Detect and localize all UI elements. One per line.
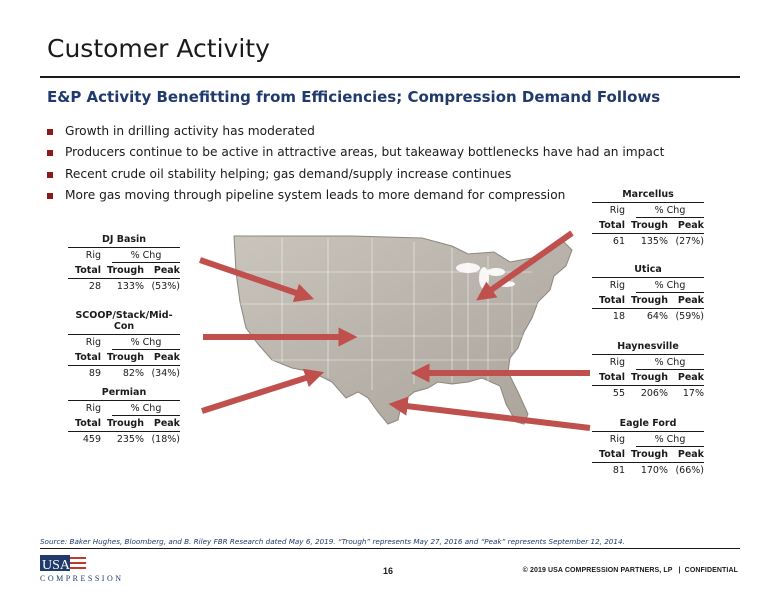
chg-header: % Chg [636, 432, 704, 447]
peak-header: Peak [677, 372, 704, 383]
table-title: Utica [592, 264, 704, 278]
title-rule [40, 76, 740, 78]
total-value: 18 [612, 311, 625, 322]
total-header: Total [75, 418, 101, 429]
peak-header: Peak [677, 220, 704, 231]
trough-value: 170% [640, 465, 668, 476]
bullet-item: Growth in drilling activity has moderate… [47, 121, 664, 142]
bullet-text: More gas moving through pipeline system … [65, 188, 566, 203]
chg-header: % Chg [112, 401, 180, 416]
table-title: Haynesville [592, 341, 704, 355]
source-note: Source: Baker Hughes, Bloomberg, and B. … [40, 537, 625, 546]
bullet-square-icon [47, 150, 53, 157]
peak-value: 17% [682, 388, 704, 399]
table-scoop: SCOOP/Stack/Mid-Con Rig % Chg Total Trough… [68, 310, 180, 381]
trough-header: Trough [107, 352, 144, 363]
total-header: Total [75, 265, 101, 276]
rig-header: Rig [609, 280, 625, 291]
total-value: 81 [612, 465, 625, 476]
trough-value: 133% [116, 281, 144, 292]
slide-subtitle: E&P Activity Benefitting from Efficienci… [47, 88, 661, 106]
table-utica: Utica Rig % Chg Total Trough Peak 18 64% (59%… [592, 264, 704, 324]
trough-header: Trough [107, 418, 144, 429]
total-value: 89 [88, 368, 101, 379]
peak-header: Peak [153, 352, 180, 363]
bullet-text: Producers continue to be active in attra… [65, 145, 665, 160]
trough-value: 64% [646, 311, 668, 322]
peak-header: Peak [153, 418, 180, 429]
table-title: SCOOP/Stack/Mid-Con [68, 310, 180, 335]
bullet-square-icon [47, 129, 53, 135]
chg-header: % Chg [112, 248, 180, 263]
table-haynesville: Haynesville Rig % Chg Total Trough Peak 55 2… [592, 341, 704, 401]
trough-header: Trough [631, 372, 668, 383]
rig-header: Rig [85, 337, 101, 348]
chg-header: % Chg [636, 355, 704, 370]
total-value: 28 [88, 281, 101, 292]
trough-header: Trough [631, 295, 668, 306]
total-value: 61 [612, 236, 625, 247]
trough-header: Trough [631, 220, 668, 231]
peak-value: (66%) [675, 465, 704, 476]
table-eagle-ford: Eagle Ford Rig % Chg Total Trough Peak 81 17… [592, 418, 704, 478]
peak-value: (18%) [151, 434, 180, 445]
trough-value: 82% [122, 368, 144, 379]
page-title: Customer Activity [47, 34, 270, 63]
bullet-item: Producers continue to be active in attra… [47, 142, 664, 163]
total-header: Total [599, 449, 625, 460]
chg-header: % Chg [636, 203, 704, 218]
table-title: Eagle Ford [592, 418, 704, 432]
trough-value: 235% [116, 434, 144, 445]
rig-header: Rig [609, 205, 625, 216]
peak-value: (34%) [151, 368, 180, 379]
table-title: Permian [68, 387, 180, 401]
peak-value: (27%) [675, 236, 704, 247]
company-logo: USA COMPRESSION [40, 555, 124, 583]
bullet-list: Growth in drilling activity has moderate… [47, 121, 664, 207]
bullet-text: Growth in drilling activity has moderate… [65, 124, 315, 138]
total-value: 459 [82, 434, 101, 445]
svg-text:USA: USA [42, 558, 71, 573]
trough-header: Trough [631, 449, 668, 460]
table-dj-basin: DJ Basin Rig % Chg Total Trough Peak 28 133%… [68, 234, 180, 294]
table-title: Marcellus [592, 189, 704, 203]
table-permian: Permian Rig % Chg Total Trough Peak 459 235%… [68, 387, 180, 447]
svg-text:COMPRESSION: COMPRESSION [40, 574, 124, 583]
bullet-square-icon [47, 171, 53, 178]
table-title: DJ Basin [68, 234, 180, 248]
peak-header: Peak [677, 449, 704, 460]
total-header: Total [75, 352, 101, 363]
footer-copyright: © 2019 USA COMPRESSION PARTNERS, LP | CO… [522, 567, 738, 574]
total-header: Total [599, 372, 625, 383]
total-header: Total [599, 220, 625, 231]
bullet-item: More gas moving through pipeline system … [47, 185, 664, 206]
page-number: 16 [383, 566, 394, 576]
bullet-square-icon [47, 193, 53, 200]
peak-header: Peak [677, 295, 704, 306]
peak-header: Peak [153, 265, 180, 276]
bullet-text: Recent crude oil stability helping; gas … [65, 166, 512, 181]
rig-header: Rig [609, 434, 625, 445]
trough-value: 206% [640, 388, 668, 399]
chg-header: % Chg [112, 335, 180, 350]
peak-value: (53%) [151, 281, 180, 292]
rig-header: Rig [85, 250, 101, 261]
peak-value: (59%) [675, 311, 704, 322]
table-marcellus: Marcellus Rig % Chg Total Trough Peak 61 135… [592, 189, 704, 249]
us-map [233, 235, 573, 425]
trough-value: 135% [640, 236, 668, 247]
bullet-item: Recent crude oil stability helping; gas … [47, 164, 664, 185]
chg-header: % Chg [636, 278, 704, 293]
rig-header: Rig [85, 403, 101, 414]
total-header: Total [599, 295, 625, 306]
trough-header: Trough [107, 265, 144, 276]
total-value: 55 [612, 388, 625, 399]
rig-header: Rig [609, 357, 625, 368]
footer-rule [40, 548, 740, 549]
